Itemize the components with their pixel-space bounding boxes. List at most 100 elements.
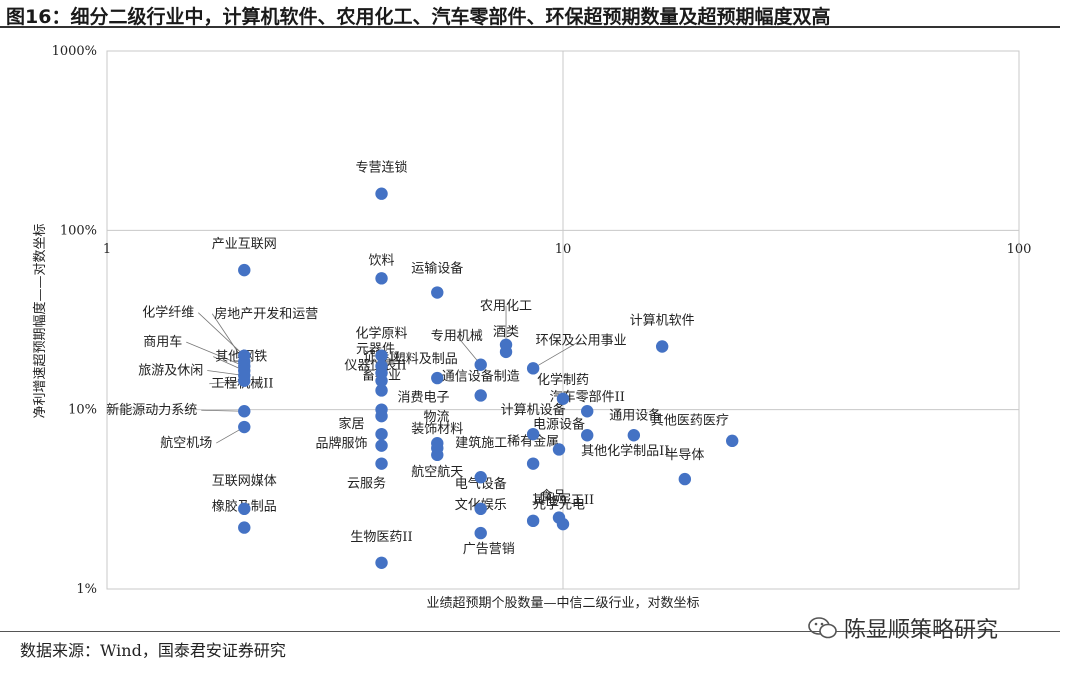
watermark: 陈显顺策略研究 xyxy=(808,612,998,646)
point-label: 其他化学制品II xyxy=(581,443,669,459)
figure-title: 图16：细分二级行业中，计算机软件、农用化工、汽车零部件、环保超预期数量及超预期… xyxy=(6,6,831,28)
data-point xyxy=(375,409,388,423)
leader-line xyxy=(532,339,582,369)
data-point xyxy=(238,502,251,516)
point-label: 其他医药医疗 xyxy=(651,413,729,428)
data-point xyxy=(526,514,540,528)
point-label: 航空航天 xyxy=(411,464,463,480)
data-point xyxy=(552,443,566,456)
footer-rule xyxy=(0,631,1060,632)
x-tick-label: 1 xyxy=(103,242,111,257)
data-point xyxy=(474,358,487,371)
data-point xyxy=(375,272,388,285)
data-point xyxy=(581,429,594,442)
data-point xyxy=(655,340,669,353)
data-point xyxy=(375,556,388,569)
point-label: 稀有金属 xyxy=(507,434,559,450)
point-label: 广告营销 xyxy=(463,542,515,557)
point-label: 消费电子 xyxy=(398,391,450,406)
source-note: 数据来源：Wind，国泰君安证券研究 xyxy=(20,641,286,660)
point-label: 房地产开发和运营 xyxy=(214,306,318,322)
point-label: 专用机械 xyxy=(431,329,483,344)
wechat-icon xyxy=(808,616,838,646)
data-point xyxy=(431,286,444,299)
data-point xyxy=(238,521,251,534)
data-point xyxy=(499,345,513,359)
point-label: 半导体 xyxy=(665,448,704,463)
data-point xyxy=(526,457,540,470)
data-point xyxy=(556,517,570,531)
data-point xyxy=(375,457,388,470)
point-label: 塑料及制品 xyxy=(393,352,458,367)
data-point xyxy=(526,362,540,375)
data-point xyxy=(474,526,487,540)
x-tick-label: 10 xyxy=(555,242,572,257)
point-label: 互联网媒体 xyxy=(212,474,277,489)
point-label: 计算机软件 xyxy=(630,314,695,329)
point-label: 物流 xyxy=(424,410,450,425)
data-point xyxy=(627,429,641,442)
data-point xyxy=(581,405,594,418)
data-point xyxy=(238,420,251,434)
x-axis-label: 业绩超预期个股数量—中信二级行业，对数坐标 xyxy=(426,596,699,611)
point-label: 化学纤维 xyxy=(142,305,194,321)
point-label: 运输设备 xyxy=(411,261,463,277)
point-label: 通信设备制造 xyxy=(442,368,520,384)
y-tick-label: 1000% xyxy=(52,44,97,59)
title-rule xyxy=(0,26,1060,28)
point-label: 装饰材料 xyxy=(411,422,463,437)
data-point xyxy=(238,263,251,277)
data-point xyxy=(474,502,487,516)
data-point xyxy=(375,187,388,200)
y-tick-label: 1% xyxy=(76,582,97,597)
point-label: 计算机设备 xyxy=(501,402,566,418)
point-label: 新能源动力系统 xyxy=(106,402,197,418)
scatter-chart: 1 10 100 1% 10% 100% 1000% 业绩超预期个股数量—中信二级行业，对数… xyxy=(32,44,1032,611)
data-point xyxy=(238,374,251,387)
point-layer xyxy=(238,187,739,569)
leader-line xyxy=(197,312,245,356)
x-tick-label: 100 xyxy=(1007,242,1032,257)
data-point xyxy=(678,472,692,486)
data-point xyxy=(375,374,388,387)
point-label: 农用化工 xyxy=(480,299,532,314)
data-point xyxy=(375,384,388,397)
y-tick-label: 10% xyxy=(68,403,97,418)
point-label: 专营连锁 xyxy=(356,160,408,176)
point-label: 电气设备 xyxy=(455,476,507,492)
point-label-layer: 专营连锁产业互联网饮料运输设备化学纤维房地产开发和运营商用车其他钢铁旅游及休闲工… xyxy=(106,160,729,557)
point-label: 化学制药 xyxy=(537,372,589,388)
y-axis-label: 净利增速超预期幅度——对数坐标 xyxy=(32,223,48,418)
data-point xyxy=(375,349,388,362)
point-label: 通用设备 xyxy=(609,407,661,423)
point-label: 商用车 xyxy=(143,334,182,350)
leader-line xyxy=(186,341,245,367)
point-label: 云服务 xyxy=(347,476,386,492)
point-label: 建筑施工 xyxy=(455,435,507,451)
point-label: 家居 xyxy=(339,416,365,432)
data-point xyxy=(556,392,570,405)
leader-line xyxy=(207,370,245,376)
point-label: 食品 xyxy=(540,488,566,504)
data-point xyxy=(726,434,739,448)
point-label: 化学原料 xyxy=(356,326,408,342)
point-label: 生物医药II xyxy=(350,530,412,545)
y-tick-label: 100% xyxy=(60,223,97,238)
data-point xyxy=(375,427,388,441)
leader-line xyxy=(201,409,245,412)
point-label: 其他军工II xyxy=(532,493,594,508)
data-point xyxy=(526,427,540,441)
data-point xyxy=(375,439,388,452)
point-label: 光学光电 xyxy=(533,497,585,513)
data-point xyxy=(431,371,444,385)
data-point xyxy=(474,471,487,484)
data-point xyxy=(431,448,444,462)
point-label: 酒类 xyxy=(493,325,519,340)
point-label: 环保及公用事业 xyxy=(536,333,627,348)
watermark-text: 陈显顺策略研究 xyxy=(844,618,999,643)
data-point xyxy=(238,405,251,418)
leader-line xyxy=(456,335,482,366)
point-label: 品牌服饰 xyxy=(316,436,368,452)
point-label: 电源设备 xyxy=(533,416,585,432)
data-point xyxy=(474,389,487,402)
